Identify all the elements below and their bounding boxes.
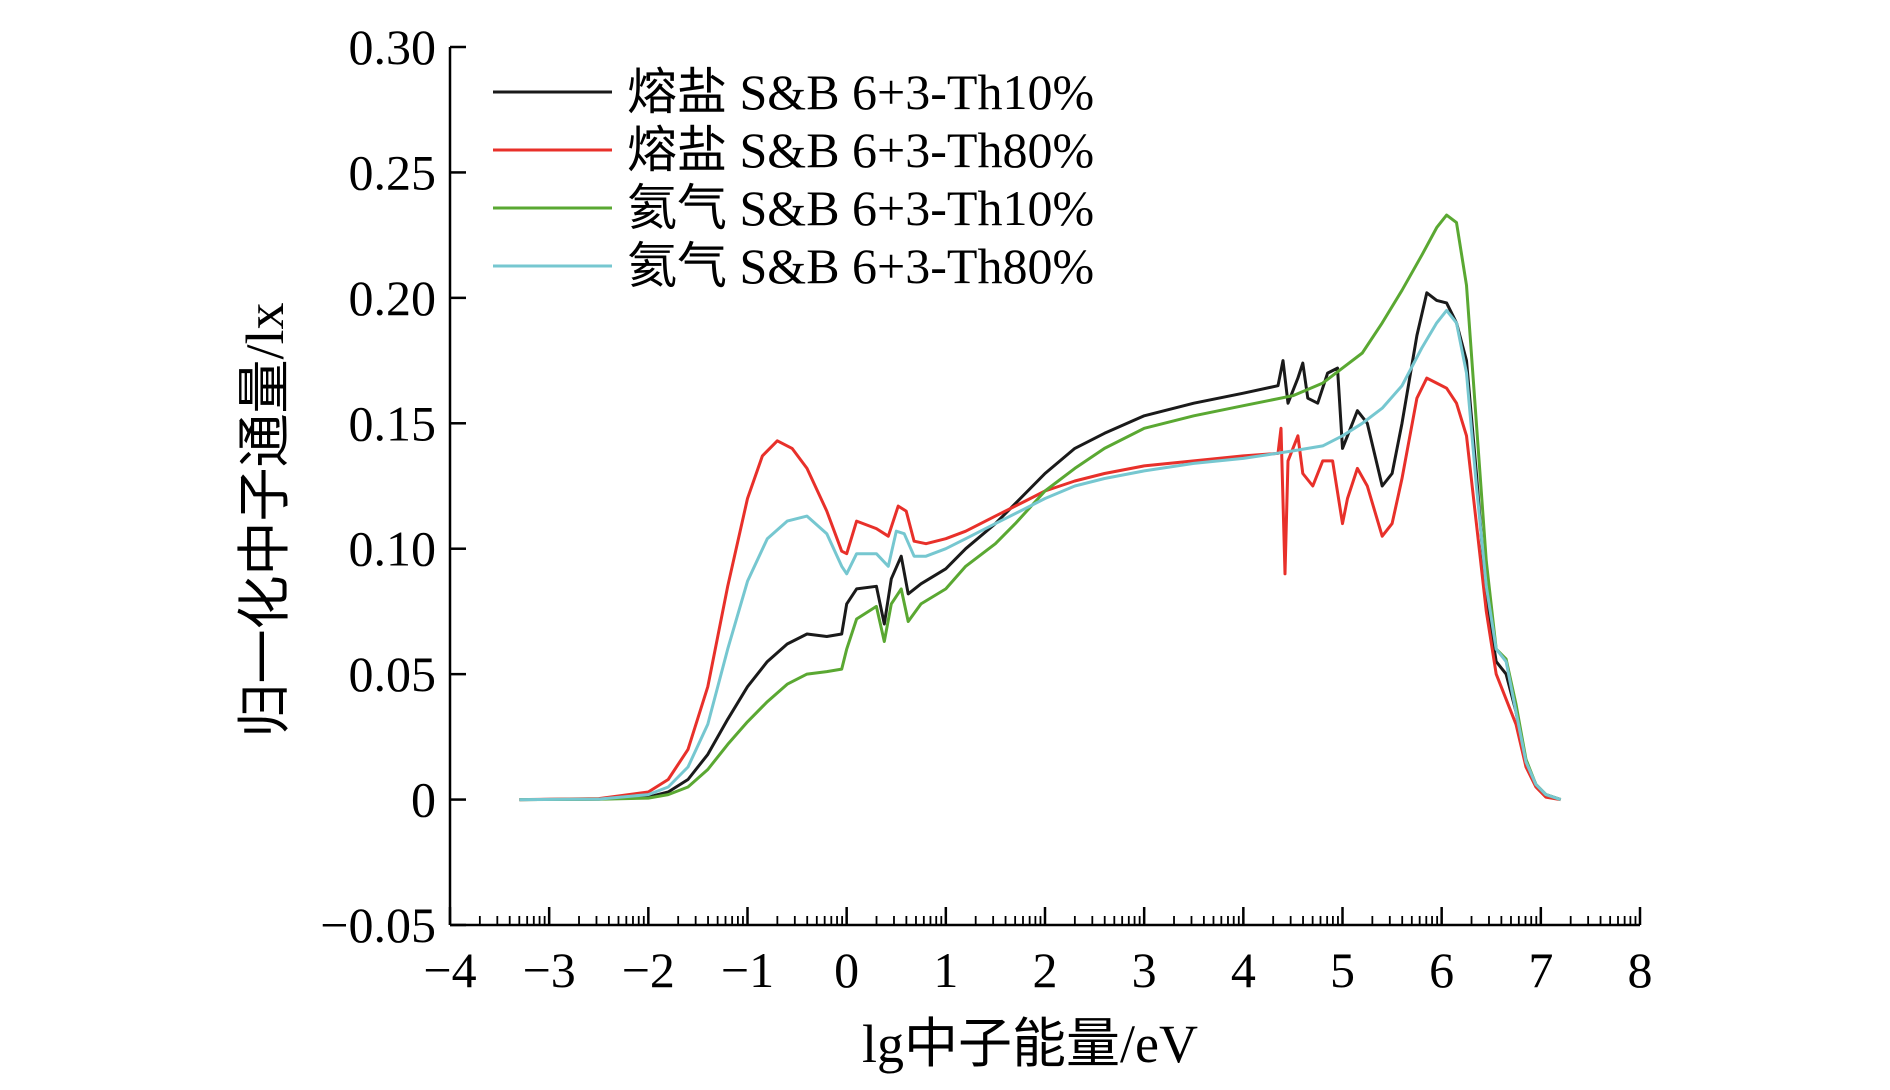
x-tick-label: 4 [1231,942,1256,998]
x-tick-label: −4 [423,942,476,998]
x-tick-label: 1 [933,942,958,998]
x-tick-label: −3 [523,942,576,998]
series-line-4 [519,308,1562,802]
y-tick-label: −0.05 [320,897,436,953]
y-tick-label: 0.20 [349,270,437,326]
y-tick-label: 0.30 [349,19,437,75]
series-line-3 [519,213,1562,802]
y-tick-label: 0 [411,772,436,828]
series-line-2 [519,376,1561,802]
axes: −0.05 0 0.05 0.10 0.15 0.20 0.25 0.30 −4 −3 −2 −1 0 1… [320,19,1652,998]
y-tick-label: 0.10 [349,521,437,577]
legend-label-3: 氦气 S&B 6+3-Th10% [627,180,1094,236]
x-tick-label: 3 [1132,942,1157,998]
legend-label-2: 熔盐 S&B 6+3-Th80% [627,122,1094,178]
y-tick-label: 0.15 [349,395,437,451]
legend: 熔盐 S&B 6+3-Th10%熔盐 S&B 6+3-Th80%氦气 S&B 6… [493,64,1094,294]
x-tick-label: 8 [1628,942,1653,998]
legend-label-4: 氦气 S&B 6+3-Th80% [627,238,1094,294]
series-line-1 [519,291,1562,802]
y-tick-label: 0.25 [349,144,437,200]
x-axis-title: lg中子能量/eV [862,1014,1198,1074]
y-axis-title: 归一化中子通量/lx [235,302,295,737]
x-tick-label: 7 [1528,942,1553,998]
x-tick-label: 0 [834,942,859,998]
x-tick-label: 2 [1033,942,1058,998]
x-tick-label: 6 [1429,942,1454,998]
legend-label-1: 熔盐 S&B 6+3-Th10% [627,64,1094,120]
x-tick-label: −1 [721,942,774,998]
x-tick-label: −2 [622,942,675,998]
y-tick-label: 0.05 [349,646,437,702]
series-layer [519,213,1562,802]
x-tick-label: 5 [1330,942,1355,998]
